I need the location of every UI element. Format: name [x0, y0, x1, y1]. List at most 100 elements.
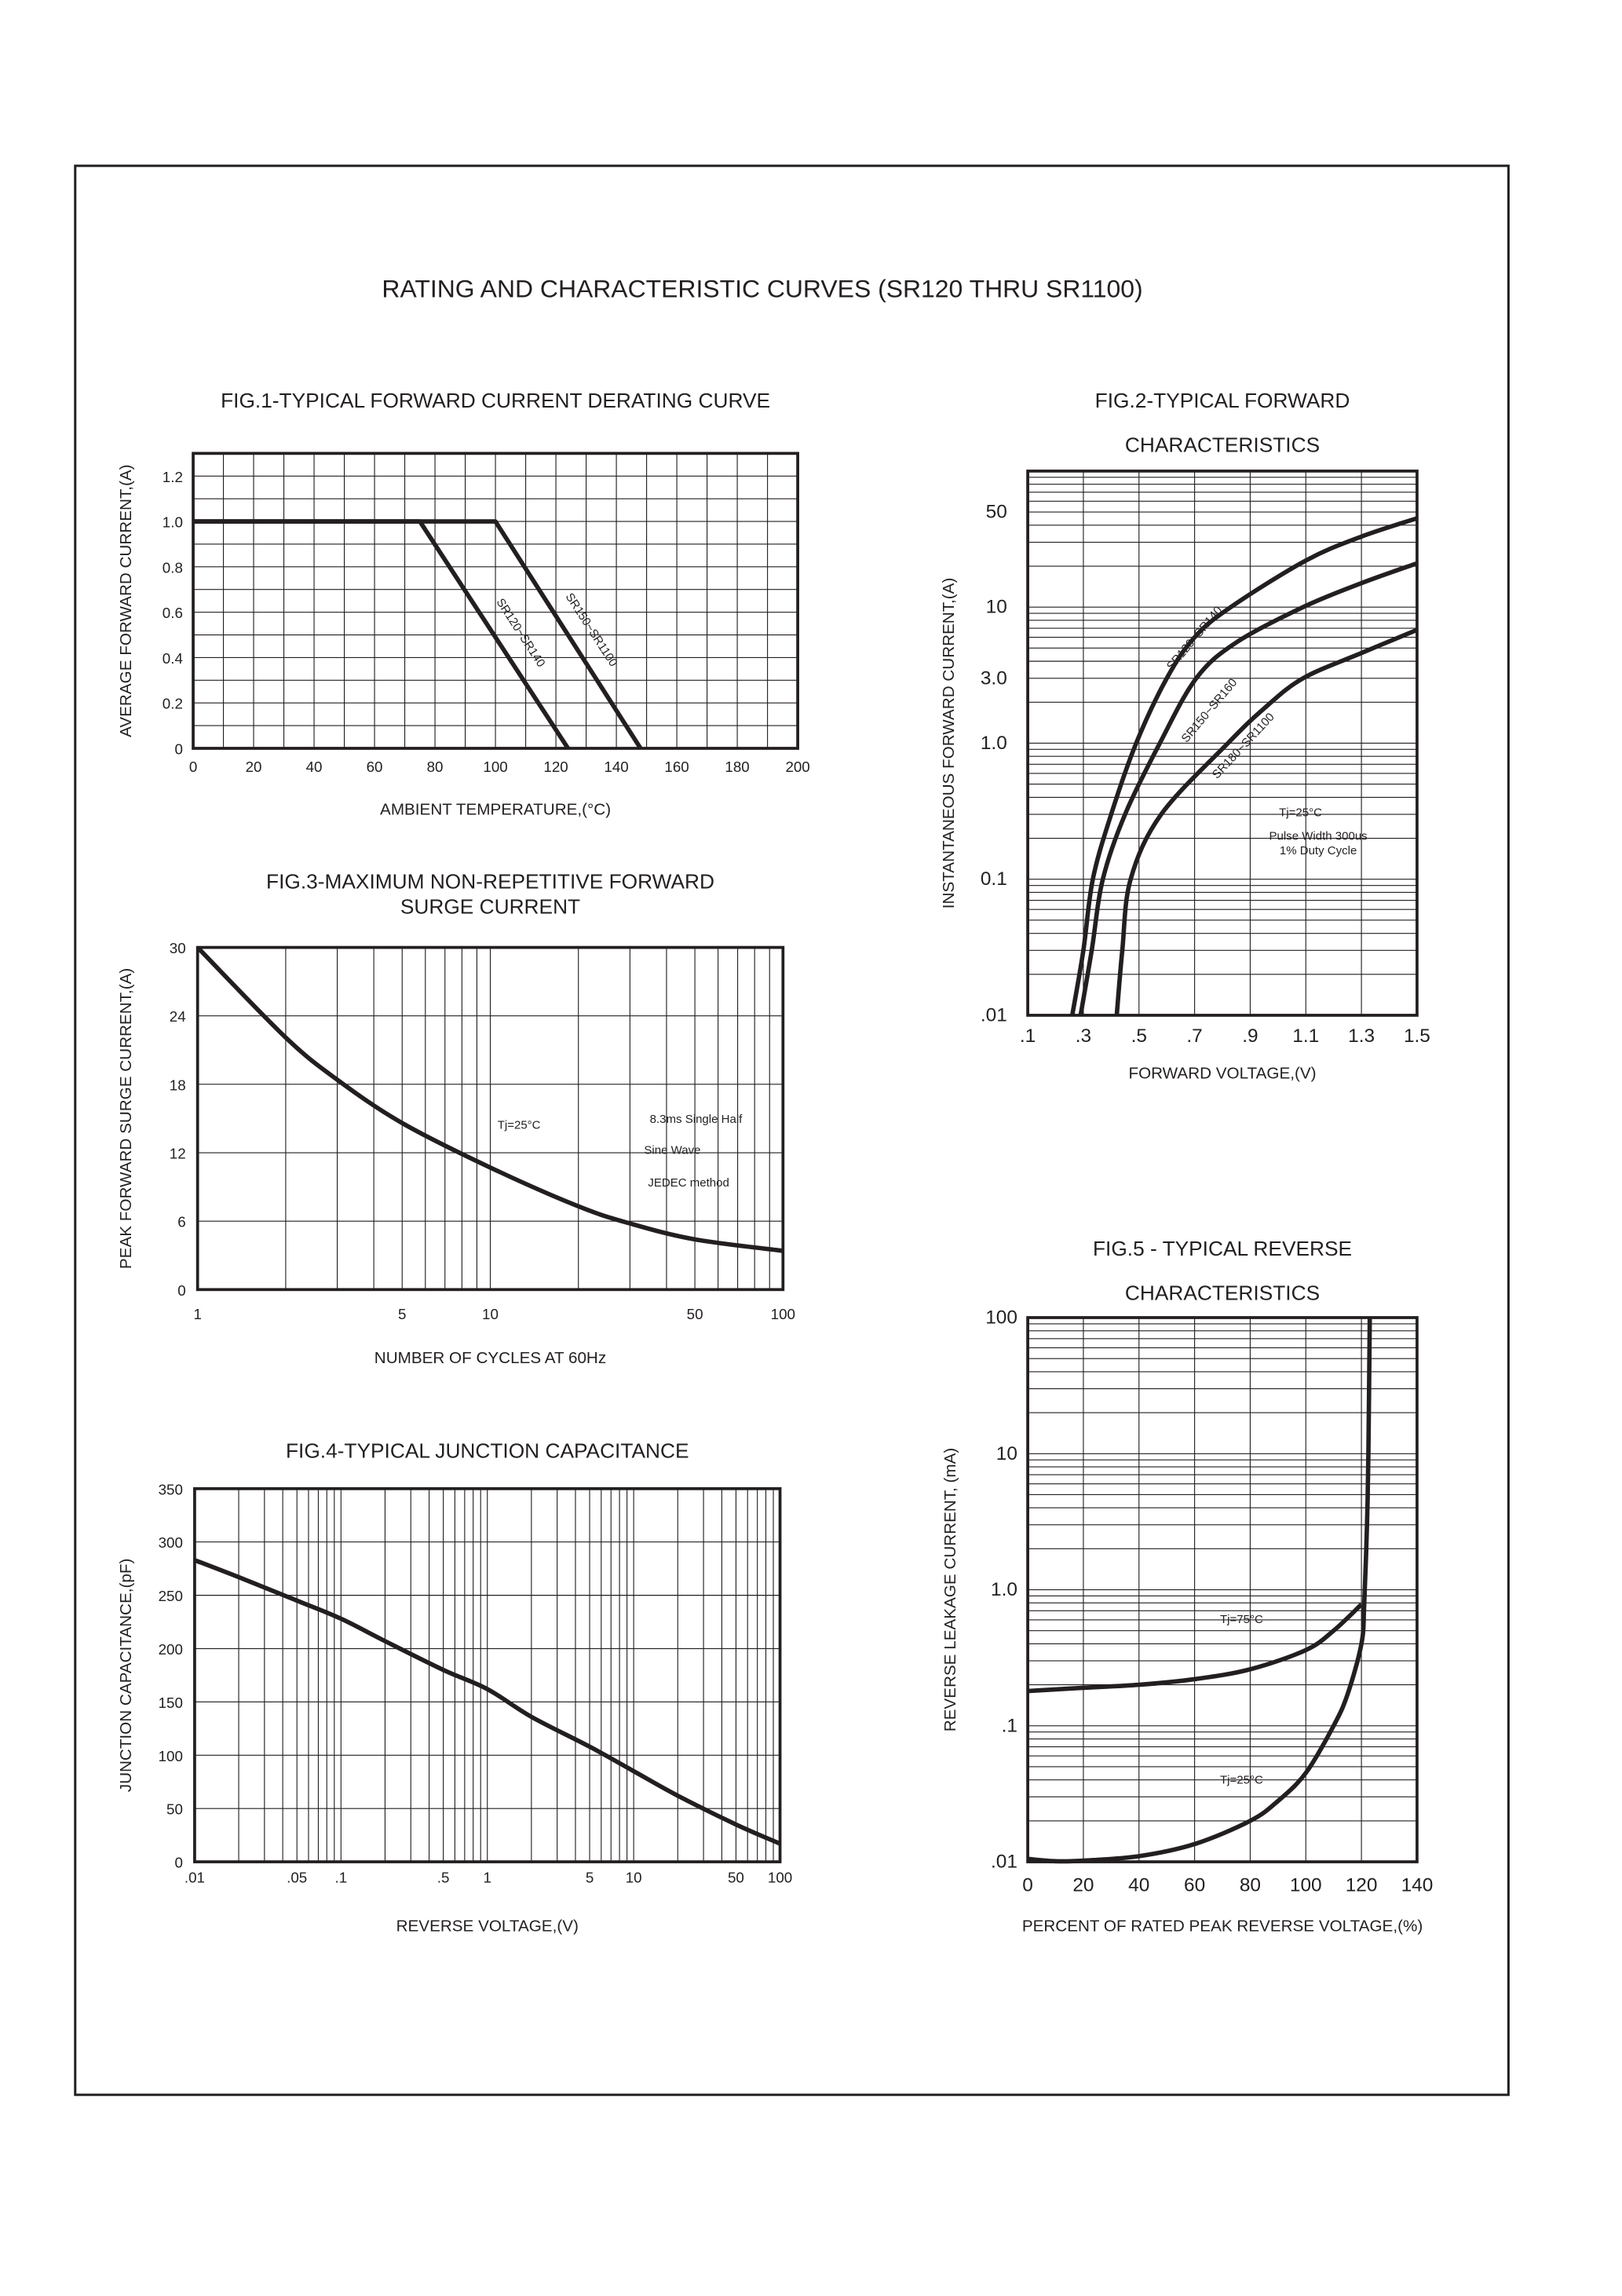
charts: FIG.1-TYPICAL FORWARD CURRENT DERATING C… — [117, 389, 1433, 1935]
figure-title: CHARACTERISTICS — [1125, 1281, 1320, 1304]
y-tick-label: 350 — [159, 1481, 183, 1497]
y-tick-label: 1.2 — [163, 469, 183, 485]
y-tick-label: .01 — [991, 1852, 1017, 1873]
y-axis-label: INSTANTANEOUS FORWARD CURRENT,(A) — [940, 578, 958, 909]
plot-frame — [193, 1486, 782, 1863]
x-tick-label: 1 — [193, 1306, 201, 1322]
annotation: Tj=25°C — [498, 1119, 541, 1132]
figure-title: FIG.1-TYPICAL FORWARD CURRENT DERATING C… — [221, 389, 770, 412]
series-label: SR120~SR140 — [493, 596, 547, 670]
x-tick-label: .7 — [1186, 1026, 1202, 1047]
annotation: Sine Wave — [644, 1144, 700, 1157]
x-tick-label: 40 — [1128, 1875, 1149, 1896]
x-tick-label: 50 — [728, 1869, 744, 1885]
x-axis-label: NUMBER OF CYCLES AT 60Hz — [374, 1349, 606, 1367]
annotation: 1% Duty Cycle — [1280, 844, 1357, 857]
x-tick-label: 180 — [725, 759, 749, 775]
x-tick-label: 20 — [246, 759, 262, 775]
y-tick-label: 100 — [159, 1748, 183, 1764]
y-axis-label: REVERSE LEAKAGE CURRENT, (mA) — [941, 1448, 959, 1732]
page-border — [74, 164, 1510, 2097]
x-tick-label: 120 — [543, 759, 568, 775]
y-tick-label: 0.1 — [981, 868, 1007, 890]
y-tick-label: 250 — [159, 1588, 183, 1604]
y-tick-label: 0 — [177, 1282, 185, 1299]
annotation: Tj=25°C — [1279, 806, 1322, 819]
x-tick-label: .1 — [335, 1869, 348, 1885]
x-tick-label: 40 — [306, 759, 323, 775]
y-tick-label: 1.0 — [981, 733, 1007, 754]
y-tick-label: 6 — [177, 1214, 185, 1230]
page-title: RATING AND CHARACTERISTIC CURVES (SR120 … — [382, 274, 1142, 302]
figure-title: FIG.4-TYPICAL JUNCTION CAPACITANCE — [286, 1439, 689, 1462]
series-line-1 — [193, 1558, 781, 1846]
y-tick-label: .1 — [1002, 1715, 1017, 1736]
series-line-2 — [193, 519, 643, 750]
x-tick-label: 120 — [1346, 1875, 1378, 1896]
x-tick-label: 50 — [687, 1306, 703, 1322]
x-axis-label: AMBIENT TEMPERATURE,(°C) — [380, 801, 611, 819]
x-tick-label: 80 — [427, 759, 444, 775]
figure-title: FIG.2-TYPICAL FORWARD — [1095, 389, 1350, 412]
series-line-2 — [1078, 561, 1418, 1016]
annotation: Pulse Width 300us — [1269, 829, 1367, 843]
y-tick-label: 0.2 — [163, 696, 183, 712]
y-tick-label: 0 — [174, 741, 182, 758]
y-axis-label: AVERAGE FORWARD CURRENT,(A) — [117, 465, 135, 737]
figure-title: SURGE CURRENT — [400, 894, 580, 918]
y-tick-label: 3.0 — [981, 667, 1007, 689]
y-tick-label: 300 — [159, 1534, 183, 1551]
y-tick-label: 30 — [170, 940, 186, 956]
y-tick-label: 50 — [986, 502, 1007, 523]
figure-4: FIG.4-TYPICAL JUNCTION CAPACITANCE .01 .05… — [117, 1439, 792, 1935]
plot-frame — [195, 945, 785, 1292]
x-tick-label: .9 — [1242, 1026, 1258, 1047]
x-axis-label: FORWARD VOLTAGE,(V) — [1128, 1065, 1316, 1083]
x-tick-label: 100 — [483, 759, 507, 775]
series-label: Tj=75°C — [1220, 1613, 1263, 1626]
y-tick-label: 24 — [170, 1008, 186, 1025]
x-tick-label: 60 — [1184, 1875, 1205, 1896]
figure-2: FIG.2-TYPICAL FORWARD CHARACTERISTICS .1 .3… — [940, 389, 1430, 1083]
x-tick-label: 200 — [785, 759, 809, 775]
y-tick-label: .01 — [981, 1004, 1007, 1026]
x-tick-label: .01 — [184, 1869, 205, 1885]
x-tick-label: .1 — [1020, 1026, 1036, 1047]
x-tick-label: 1.3 — [1348, 1026, 1375, 1047]
series-line-2 — [1027, 1317, 1372, 1864]
x-tick-label: 100 — [768, 1869, 792, 1885]
x-tick-label: 160 — [664, 759, 689, 775]
figure-title: FIG.3-MAXIMUM NON-REPETITIVE FORWARD — [266, 869, 714, 893]
x-tick-label: 10 — [626, 1869, 642, 1885]
annotation: 8.3ms Single Half — [650, 1113, 743, 1126]
y-axis-label: PEAK FORWARD SURGE CURRENT,(A) — [117, 968, 135, 1269]
y-tick-label: 10 — [996, 1443, 1017, 1464]
x-tick-label: 1.5 — [1404, 1026, 1430, 1047]
x-tick-label: 5 — [398, 1306, 406, 1322]
grid — [194, 1488, 781, 1863]
y-tick-label: 1.0 — [991, 1579, 1017, 1600]
x-tick-label: 80 — [1240, 1875, 1261, 1896]
y-tick-label: 100 — [985, 1307, 1017, 1329]
x-tick-label: 10 — [482, 1306, 499, 1322]
y-tick-label: 200 — [159, 1641, 183, 1658]
x-tick-label: 60 — [367, 759, 383, 775]
y-axis-label: JUNCTION CAPACITANCE,(pF) — [117, 1559, 135, 1793]
y-tick-label: 50 — [166, 1801, 183, 1818]
y-tick-label: 12 — [170, 1146, 186, 1162]
figure-3: FIG.3-MAXIMUM NON-REPETITIVE FORWARDSURG… — [117, 869, 795, 1367]
y-tick-label: 18 — [170, 1077, 186, 1093]
x-tick-label: 1 — [484, 1869, 491, 1885]
x-tick-label: 100 — [771, 1306, 795, 1322]
series-line-1 — [1027, 1603, 1364, 1694]
figure-title: CHARACTERISTICS — [1125, 433, 1320, 456]
y-tick-label: 1.0 — [163, 514, 183, 531]
x-axis-label: PERCENT OF RATED PEAK REVERSE VOLTAGE,(%… — [1022, 1917, 1423, 1935]
series-line-1 — [195, 945, 784, 1253]
series-line-3 — [1114, 627, 1419, 1016]
x-tick-label: 1.1 — [1292, 1026, 1319, 1047]
x-tick-label: .5 — [1131, 1026, 1147, 1047]
x-tick-label: 100 — [1290, 1875, 1322, 1896]
y-tick-label: 0 — [174, 1855, 182, 1871]
